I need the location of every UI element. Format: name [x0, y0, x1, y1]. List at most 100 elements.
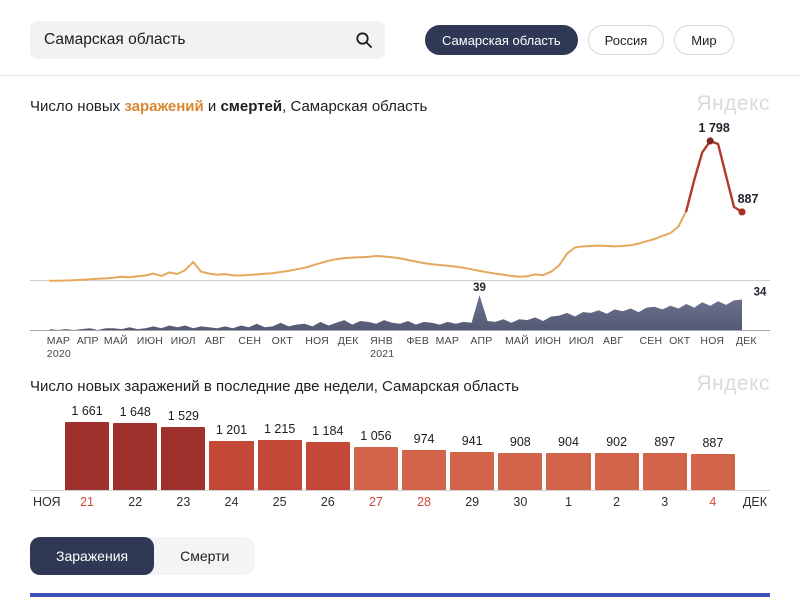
header-divider [0, 75, 800, 76]
deaths-area-chart[interactable]: 39 34 [30, 279, 770, 331]
month-label: ИЮЛ [568, 335, 594, 347]
chart1-title-mid: и [203, 98, 221, 115]
infections-line-chart[interactable]: 1 798 887 [30, 121, 770, 282]
bar[interactable]: 897 [642, 435, 687, 490]
search-icon[interactable] [355, 31, 373, 49]
bar[interactable]: 1 184 [305, 423, 350, 490]
bar[interactable]: 941 [450, 433, 495, 490]
bar[interactable]: 974 [401, 432, 447, 490]
bar-rect[interactable] [401, 450, 447, 490]
chart1-title-deaths-word: смертей [220, 98, 283, 115]
chart2-title: Число новых заражений в последние две не… [30, 378, 519, 395]
chart1-title-pre: Число новых [30, 98, 125, 115]
bar-date-label: 26 [320, 495, 335, 509]
toggle-deaths-button[interactable]: Смерти [154, 537, 255, 575]
bar[interactable]: 908 [498, 434, 543, 490]
bar-axis-month-start: НОЯ [33, 495, 61, 509]
bar-rect[interactable] [690, 453, 735, 490]
bar-date-labels: 21 22 23 24 25 26 27 28 29 30 1 2 3 4 [63, 495, 737, 509]
month-label: ДЕК [337, 335, 359, 347]
bar-rect[interactable] [546, 453, 591, 490]
bar-rect[interactable] [450, 451, 495, 490]
bar[interactable]: 1 215 [257, 422, 302, 490]
search-input[interactable] [44, 31, 355, 49]
bar[interactable]: 1 648 [113, 404, 158, 490]
bar[interactable]: 902 [594, 435, 639, 490]
bar-value-label: 887 [702, 435, 724, 450]
bar-rect[interactable] [161, 427, 206, 490]
bar-rect[interactable] [353, 446, 398, 490]
daily-bars: 1 661 1 648 1 529 1 201 1 215 1 184 1 056 974 94… [63, 402, 737, 490]
bar-value-label: 1 648 [119, 404, 151, 419]
bar-rect[interactable] [305, 441, 350, 490]
bar-value-label: 1 056 [360, 428, 392, 443]
chart1-title-infections-word: заражений [124, 98, 204, 115]
month-label: НОЯ [305, 335, 329, 347]
chart1-title: Число новых заражений и смертей, Самарск… [30, 98, 427, 115]
month-label: ИЮН [136, 335, 164, 347]
bar-date-label: 29 [465, 495, 480, 509]
tab-samara-region[interactable]: Самарская область [425, 25, 578, 55]
bar-date-label: 3 [661, 495, 669, 509]
bar-rect[interactable] [209, 440, 254, 490]
bar-date-label: 1 [565, 495, 572, 509]
bar-date-label: 28 [417, 495, 431, 509]
deaths-last-label: 34 [754, 286, 767, 298]
bar[interactable]: 1 661 [65, 404, 110, 490]
tab-russia[interactable]: Россия [587, 25, 665, 55]
bar[interactable]: 1 056 [353, 428, 398, 490]
infections-line [49, 209, 688, 282]
bar-date-label: 4 [709, 495, 717, 509]
bar-date-label: 2 [613, 495, 621, 509]
timeline-axis: МАР 2020 АПР МАЙ ИЮН ИЮЛ АВГ СЕН ОКТ НОЯ ДЕК ЯНВ 202… [30, 335, 770, 361]
bar[interactable]: 887 [690, 435, 735, 490]
bar-rect[interactable] [257, 440, 302, 490]
region-tabs: Самарская область Россия Мир [425, 25, 734, 55]
bar-date-label: 25 [272, 495, 287, 509]
last-point [738, 208, 746, 216]
bar[interactable]: 1 529 [161, 409, 206, 490]
bar-value-label: 941 [461, 433, 483, 448]
bar-value-label: 1 184 [312, 423, 344, 438]
month-label: СЕН [238, 335, 262, 347]
last-value-label: 887 [738, 192, 759, 206]
month-label: ИЮН [534, 335, 562, 347]
month-label: ОКТ [271, 335, 293, 347]
peak-point [706, 137, 714, 145]
bar-date-label: 27 [368, 495, 383, 509]
bar-value-label: 897 [654, 435, 676, 450]
month-label: МАЙ [504, 335, 529, 347]
bar-rect[interactable] [594, 453, 639, 490]
bar-value-label: 908 [509, 434, 531, 449]
bar-rect[interactable] [65, 422, 110, 490]
month-label: МАЙ [103, 335, 128, 347]
chart1-title-post: , Самарская область [282, 98, 428, 115]
toggle-infections-button[interactable]: Заражения [30, 537, 155, 575]
search-box[interactable] [30, 21, 385, 59]
month-label: АПР [76, 335, 99, 347]
bar-value-label: 974 [413, 432, 435, 447]
bar-value-label: 1 201 [215, 422, 248, 437]
month-label: МАР [435, 335, 460, 347]
month-label: ДЕК [735, 335, 757, 347]
month-label: ИЮЛ [170, 335, 196, 347]
bar-date-label: 23 [176, 495, 191, 509]
month-label: ОКТ [669, 335, 691, 347]
bar-value-label: 1 215 [263, 422, 296, 437]
bar[interactable]: 1 201 [209, 422, 254, 490]
bar-value-label: 1 661 [71, 404, 103, 418]
deaths-area [50, 295, 742, 331]
bar-rect[interactable] [498, 452, 543, 490]
tab-world[interactable]: Мир [674, 25, 734, 55]
month-label: АВГ [204, 335, 226, 347]
bar-axis-month-end: ДЕК [742, 495, 767, 509]
month-label: ЯНВ 2021 [370, 335, 395, 360]
bar-date-label: 24 [224, 495, 239, 509]
month-label: АВГ [602, 335, 624, 347]
metric-toggle: Заражения Смерти [30, 537, 256, 575]
infections-line-recent [685, 139, 744, 214]
bar[interactable]: 904 [546, 435, 591, 490]
yandex-logo: Яндекс [696, 372, 770, 395]
bar-rect[interactable] [642, 453, 687, 490]
bar-rect[interactable] [113, 422, 158, 490]
